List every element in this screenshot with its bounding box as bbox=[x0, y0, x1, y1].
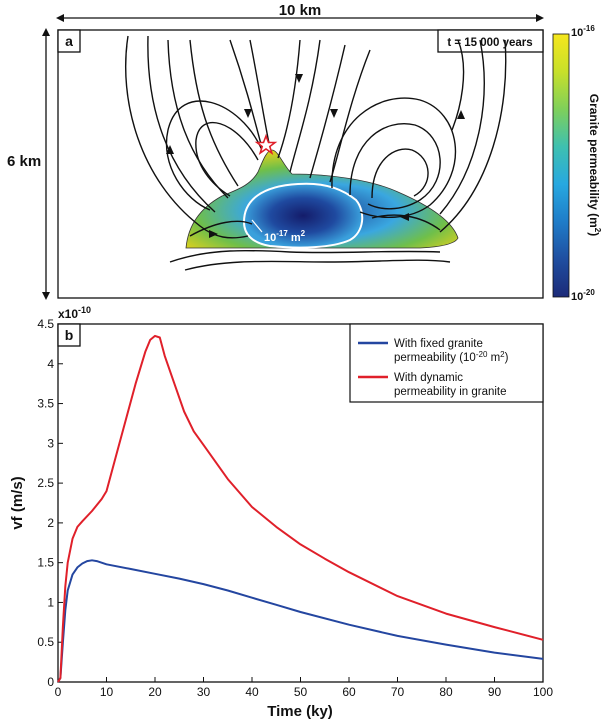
contour-label: 10-17 m2 bbox=[264, 229, 306, 244]
x-tick-label: 10 bbox=[100, 685, 114, 699]
y-tick-label: 0 bbox=[47, 675, 54, 689]
y-multiplier: x10-10 bbox=[58, 305, 91, 321]
x-tick-label: 40 bbox=[245, 685, 259, 699]
y-tick-label: 4 bbox=[47, 357, 54, 371]
x-tick-label: 70 bbox=[391, 685, 405, 699]
legend bbox=[349, 323, 544, 403]
x-tick-label: 0 bbox=[55, 685, 62, 699]
colorbar-top-label: 10-16 bbox=[571, 24, 595, 39]
legend-label-dynamic-line2: permeability in granite bbox=[394, 386, 507, 398]
y-tick-label: 3 bbox=[47, 436, 54, 450]
x-ticks: 0 10 20 30 40 50 60 70 80 90 100 bbox=[55, 677, 553, 699]
y-tick-label: 0.5 bbox=[37, 635, 54, 649]
star-marker bbox=[254, 133, 278, 155]
x-tick-label: 100 bbox=[533, 685, 553, 699]
height-scale-label: 6 km bbox=[7, 153, 41, 170]
series-line-fixed-permeability bbox=[57, 559, 544, 683]
series-layer bbox=[57, 334, 544, 683]
panel-b: x10-10 b 0 0.5 1 1.5 2 2.5 3 3.5 4 4.5 0 10 20 30 40 5… bbox=[9, 305, 553, 720]
y-tick-label: 1 bbox=[47, 595, 54, 609]
y-tick-label: 2 bbox=[47, 516, 54, 530]
x-tick-label: 20 bbox=[148, 685, 162, 699]
contour-label-leader bbox=[251, 219, 263, 233]
legend-label-dynamic-line1: With dynamic bbox=[394, 372, 463, 384]
y-tick-label: 2.5 bbox=[37, 476, 54, 490]
y-ticks: 0 0.5 1 1.5 2 2.5 3 3.5 4 4.5 bbox=[37, 317, 63, 689]
width-scale-label: 10 km bbox=[279, 2, 322, 19]
legend-label-fixed-line2: permeability (10-20 m2) bbox=[394, 350, 509, 364]
panel-b-letter-box bbox=[57, 323, 81, 347]
y-axis-label: vf (m/s) bbox=[9, 476, 26, 529]
colorbar bbox=[552, 33, 570, 298]
flow-streamlines bbox=[125, 35, 507, 271]
y-tick-label: 4.5 bbox=[37, 317, 54, 331]
streamline-arrows bbox=[166, 74, 465, 238]
y-tick-label: 1.5 bbox=[37, 556, 54, 570]
panel-b-letter: b bbox=[65, 327, 74, 343]
x-tick-label: 90 bbox=[488, 685, 502, 699]
low-permeability-core bbox=[242, 182, 364, 249]
colorbar-bottom-label: 10-20 bbox=[571, 288, 595, 303]
time-label: t = 15 000 years bbox=[447, 37, 532, 49]
x-tick-label: 30 bbox=[197, 685, 211, 699]
y-tick-label: 3.5 bbox=[37, 397, 54, 411]
x-tick-label: 50 bbox=[294, 685, 308, 699]
panel-a-letter-box bbox=[57, 29, 81, 53]
x-tick-label: 60 bbox=[342, 685, 356, 699]
legend-label-fixed-line1: With fixed granite bbox=[394, 338, 483, 350]
colorbar-title: Granite permeability (m2) bbox=[587, 94, 602, 237]
series-line-dynamic-permeability bbox=[57, 334, 544, 683]
panel-a: 10 km 6 km a t = 15 000 years bbox=[7, 2, 602, 303]
x-tick-label: 80 bbox=[439, 685, 453, 699]
time-label-box bbox=[437, 29, 544, 53]
panel-a-letter: a bbox=[65, 33, 73, 49]
x-axis-label: Time (ky) bbox=[267, 703, 333, 720]
